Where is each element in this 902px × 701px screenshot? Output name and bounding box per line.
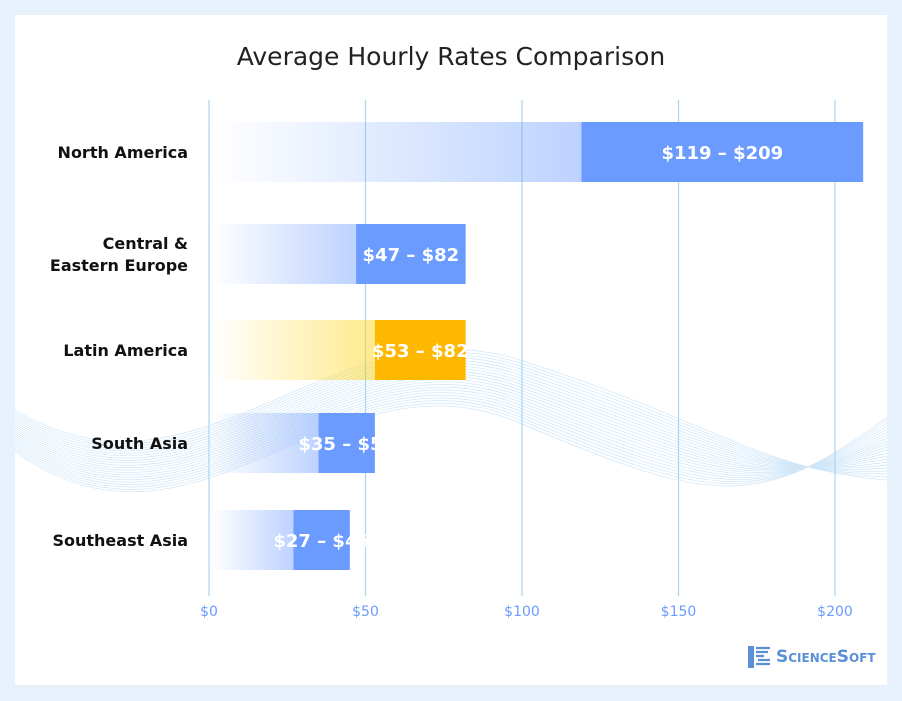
wave-line [14, 365, 888, 468]
chart-title: Average Hourly Rates Comparison [236, 42, 666, 71]
wave-line [14, 405, 888, 493]
logo-text: ScienceSoft [776, 647, 876, 667]
wave-line [14, 381, 888, 471]
x-tick-label: $100 [504, 604, 540, 620]
x-tick-label: $0 [200, 604, 218, 620]
wave-line [14, 368, 888, 468]
bar-fade [212, 413, 319, 473]
bar [374, 320, 466, 380]
wave-line [14, 370, 888, 468]
category-label: Eastern Europe [50, 256, 188, 275]
wave-line [14, 351, 888, 478]
bar [293, 510, 350, 570]
bar-data-label: $27 – $45 [273, 531, 370, 552]
category-label: Southeast Asia [52, 531, 188, 550]
wave-line [14, 362, 888, 469]
wave-line [14, 400, 888, 488]
wave-line [14, 373, 888, 468]
category-label: Central & [103, 234, 188, 253]
sciencesoft-logo: ScienceSoft [748, 646, 876, 668]
logo-icon [748, 646, 770, 668]
x-tick-label: $200 [817, 604, 853, 620]
wave-line [14, 349, 888, 481]
category-label: South Asia [91, 434, 188, 453]
x-tick-label: $150 [661, 604, 697, 620]
bar-fade [212, 224, 357, 284]
x-tick-label: $50 [352, 604, 379, 620]
bar-data-label: $47 – $82 [363, 245, 460, 266]
bar-fade [212, 122, 582, 182]
wave-line [14, 397, 888, 485]
bar [356, 224, 466, 284]
wave-line [14, 378, 888, 470]
wave-line [14, 392, 888, 481]
bar-fade [212, 320, 375, 380]
category-label: Latin America [63, 341, 188, 360]
wave-line [14, 386, 888, 476]
bar [318, 413, 375, 473]
bar-data-label: $53 – $82 [372, 341, 469, 362]
bar [581, 122, 864, 182]
bar-data-label: $35 – $53 [298, 434, 395, 455]
category-label: North America [58, 143, 188, 162]
wave-line [14, 357, 888, 472]
wave-line [14, 354, 888, 475]
bar-fade [212, 510, 294, 570]
wave-line [14, 402, 888, 490]
wave-line [14, 384, 888, 473]
wave-line [14, 376, 888, 469]
wave-line [14, 394, 888, 483]
bar-data-label: $119 – $209 [661, 143, 783, 164]
wave-line [14, 389, 888, 478]
wave-line [14, 360, 888, 470]
